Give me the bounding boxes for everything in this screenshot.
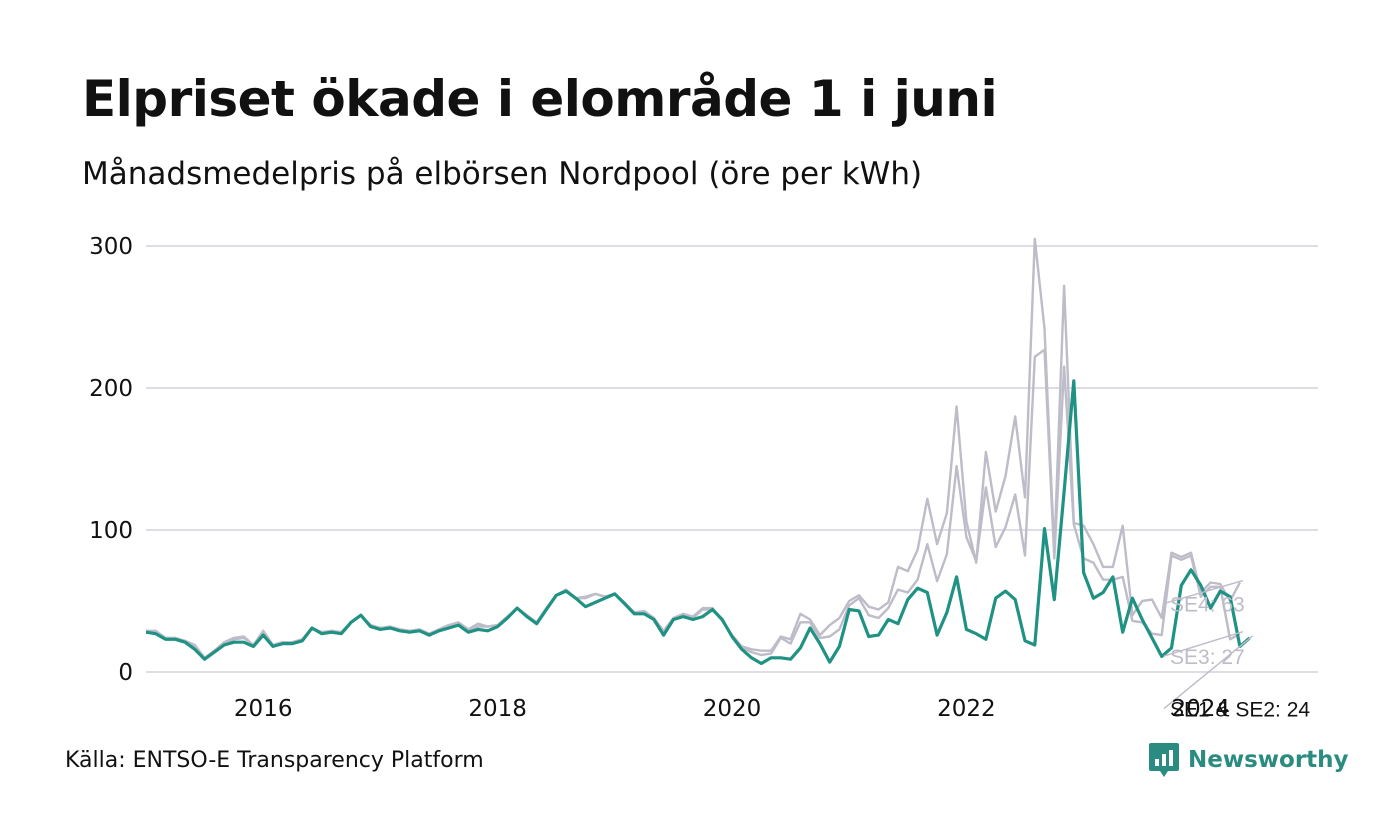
y-tick-label: 100 (89, 518, 133, 544)
chart-subtitle: Månadsmedelpris på elbörsen Nordpool (ör… (82, 156, 923, 192)
chart-title: Elpriset ökade i elområde 1 i juni (82, 70, 998, 128)
leader-line (1163, 579, 1244, 605)
x-tick-label: 2024 (1172, 696, 1231, 722)
series-end-label: SE4: 63 (1170, 594, 1245, 617)
brand-name: Newsworthy (1188, 747, 1349, 773)
leader-line (1163, 630, 1244, 657)
x-tick-label: 2018 (468, 696, 527, 722)
series-labels: SE4: 63 SE3: 27 SE1 & SE2: 24 (1163, 579, 1310, 722)
leader-line (1163, 635, 1254, 710)
grid (146, 245, 1318, 673)
series-end-label: SE1 & SE2: 24 (1170, 699, 1310, 722)
brand-logo[interactable]: Newsworthy (1148, 742, 1349, 778)
newsworthy-logo-icon (1149, 743, 1179, 777)
y-tick-label: 200 (89, 376, 133, 402)
series-lines (145, 237, 1251, 666)
series-end-label: SE3: 27 (1170, 646, 1245, 669)
x-tick-label: 2022 (937, 696, 996, 722)
y-tick-label: 300 (89, 234, 133, 260)
x-tick-label: 2016 (234, 696, 293, 722)
source-note: Källa: ENTSO-E Transparency Platform (65, 748, 484, 773)
x-tick-label: 2020 (703, 696, 762, 722)
axes: 0 100 200 300 2016 2018 2020 2022 2024 (89, 234, 1230, 722)
series-line-se1-se2 (145, 379, 1251, 666)
y-tick-label: 0 (118, 660, 133, 686)
